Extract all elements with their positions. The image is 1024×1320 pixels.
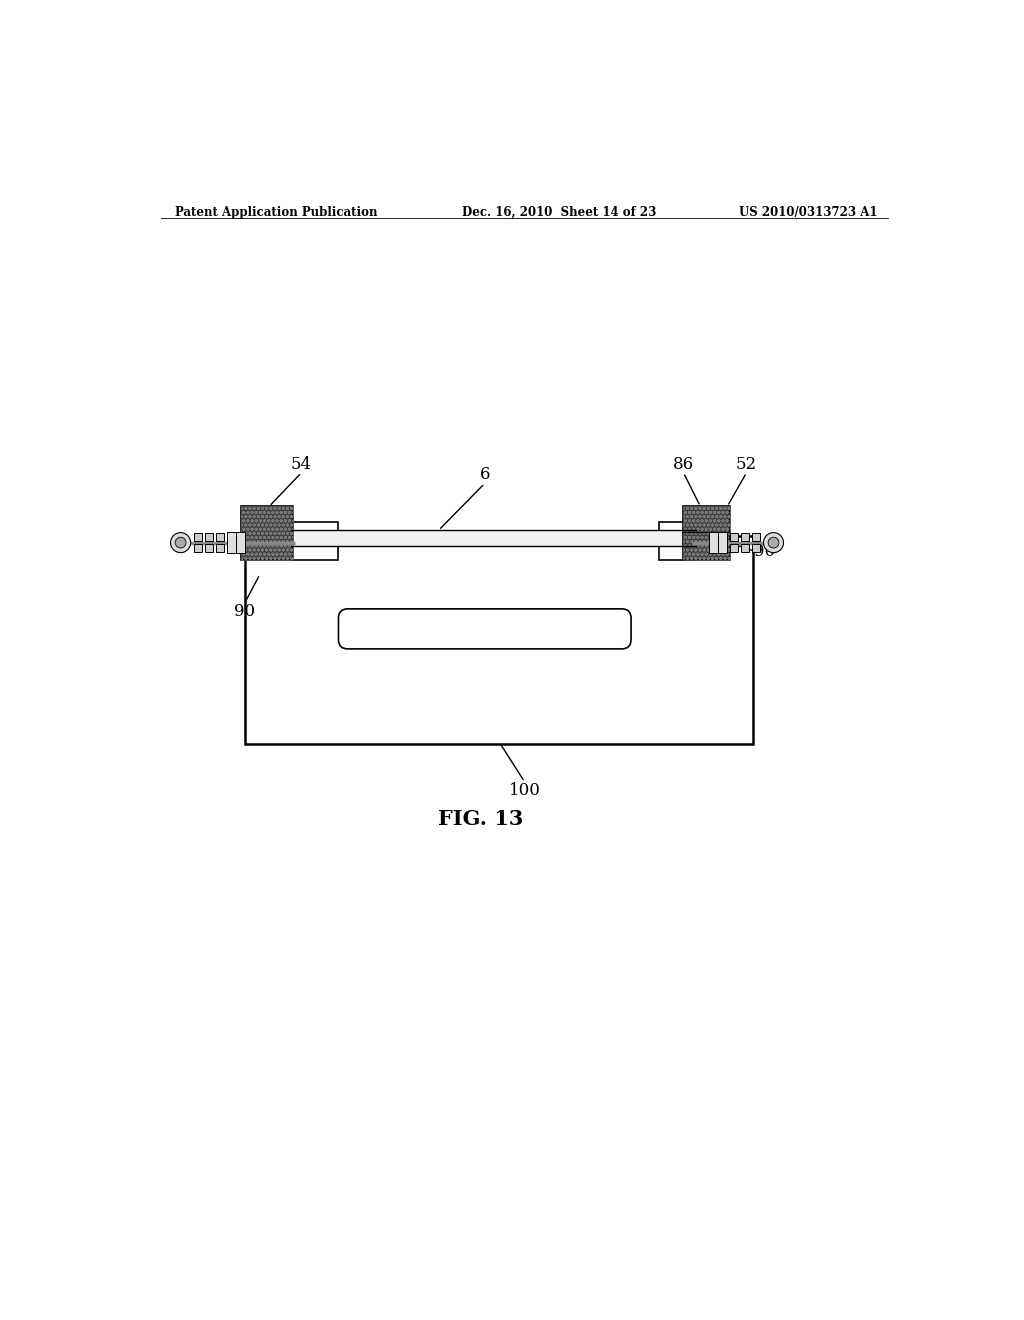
Text: Patent Application Publication: Patent Application Publication	[175, 206, 378, 219]
Bar	[195, 533, 202, 541]
Bar	[226, 532, 237, 553]
Circle shape	[171, 533, 190, 553]
Text: 6: 6	[479, 466, 490, 483]
Bar	[683, 533, 730, 561]
Bar	[718, 532, 727, 553]
Bar	[658, 521, 695, 561]
FancyBboxPatch shape	[339, 609, 631, 649]
Bar	[292, 531, 695, 545]
Bar	[292, 521, 338, 561]
Circle shape	[764, 533, 783, 553]
Text: 54: 54	[291, 455, 312, 473]
Bar	[752, 533, 760, 541]
Bar	[241, 507, 293, 561]
Text: 100: 100	[509, 781, 541, 799]
Bar	[741, 533, 749, 541]
Text: 52: 52	[736, 455, 757, 473]
Bar	[683, 533, 730, 561]
Bar	[241, 507, 293, 561]
Bar	[216, 533, 223, 541]
Circle shape	[768, 537, 779, 548]
Text: FIG. 13: FIG. 13	[438, 809, 523, 829]
Bar	[683, 507, 730, 533]
Text: US 2010/0313723 A1: US 2010/0313723 A1	[739, 206, 878, 219]
Bar	[216, 544, 223, 552]
Bar	[195, 544, 202, 552]
Bar	[205, 544, 213, 552]
Bar	[730, 544, 738, 552]
Bar	[683, 507, 730, 533]
Bar	[709, 532, 718, 553]
Text: 90: 90	[755, 543, 775, 560]
Bar	[237, 532, 246, 553]
Bar	[741, 544, 749, 552]
Text: 90: 90	[233, 603, 255, 620]
Text: Dec. 16, 2010  Sheet 14 of 23: Dec. 16, 2010 Sheet 14 of 23	[462, 206, 656, 219]
Bar	[730, 533, 738, 541]
Bar	[752, 544, 760, 552]
Bar	[205, 533, 213, 541]
Bar	[245, 536, 753, 743]
Text: 86: 86	[673, 455, 694, 473]
Circle shape	[175, 537, 186, 548]
